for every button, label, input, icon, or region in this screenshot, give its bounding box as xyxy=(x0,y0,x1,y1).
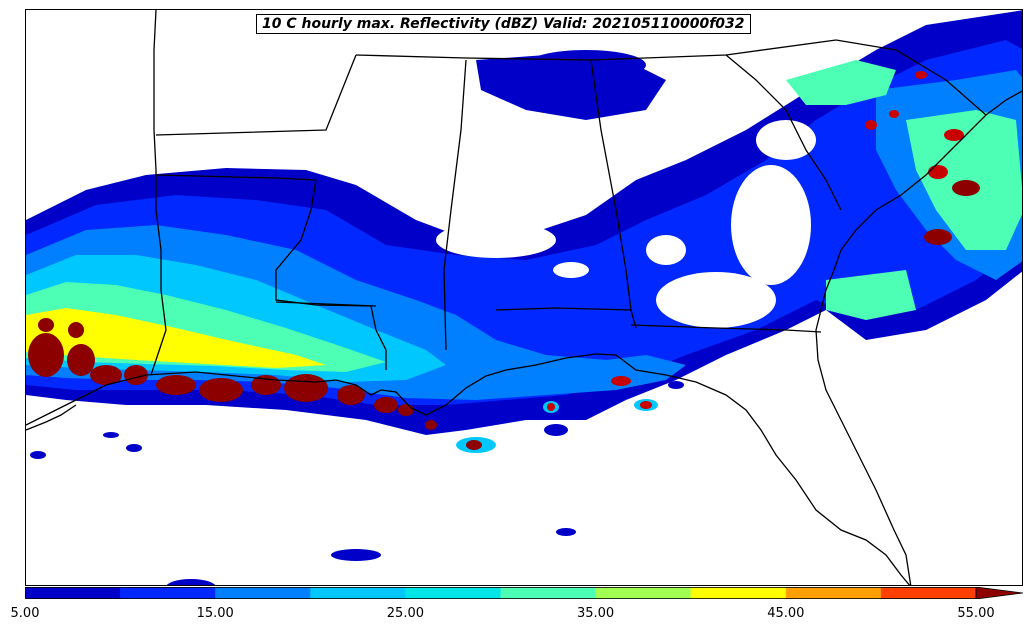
texas-louisiana-border xyxy=(150,10,167,376)
reflectivity-map xyxy=(26,10,1022,585)
nc-sc-border xyxy=(835,39,987,116)
georgia-florida-border xyxy=(630,324,822,333)
colorbar-tick-label: 25.00 xyxy=(386,606,424,621)
colorbar xyxy=(25,587,1023,599)
colorbar-bin xyxy=(405,587,501,599)
colorbar-outline xyxy=(25,587,977,599)
colorbar-bin xyxy=(310,587,406,599)
arkansas-north xyxy=(155,54,357,136)
tennessee-border xyxy=(355,39,837,61)
atlantic-coastline xyxy=(815,90,1022,585)
texas-coast xyxy=(26,404,77,431)
colorbar-bin xyxy=(690,587,787,599)
louisiana-mississippi-border xyxy=(275,301,377,307)
scattered-echoes xyxy=(30,50,684,585)
colorbar-tick-label: 45.00 xyxy=(767,606,805,621)
colorbar-bin xyxy=(785,587,882,599)
alabama-florida-border xyxy=(495,307,632,311)
alabama-georgia-border xyxy=(590,59,637,329)
colorbar-tick-label: 5.00 xyxy=(10,606,40,621)
boundaries xyxy=(26,10,1022,585)
colorbar-extend-arrow xyxy=(975,587,1023,599)
colorbar-bin xyxy=(880,587,977,599)
precip-band-yellow xyxy=(26,308,326,368)
gulf-coastline xyxy=(26,353,911,585)
arkansas-louisiana-border xyxy=(155,174,317,181)
clear-areas xyxy=(436,120,816,328)
colorbar-tick-label: 55.00 xyxy=(957,606,995,621)
georgia-sc-border xyxy=(725,54,842,211)
reflectivity-field xyxy=(26,10,1022,585)
colorbar-tick-label: 15.00 xyxy=(196,606,234,621)
convective-cells xyxy=(28,318,437,430)
map-panel xyxy=(25,9,1023,586)
east-cells xyxy=(786,60,1022,320)
colorbar-bin xyxy=(595,587,692,599)
colorbar-bin xyxy=(25,587,121,599)
colorbar-tick-label: 35.00 xyxy=(576,606,615,621)
gulf-cells xyxy=(456,376,658,453)
map-title: 10 C hourly max. Reflectivity (dBZ) Vali… xyxy=(256,14,751,34)
mississippi-alabama-border xyxy=(443,59,467,351)
colorbar-bin xyxy=(215,587,311,599)
colorbar-bin xyxy=(500,587,597,599)
colorbar-bin xyxy=(120,587,216,599)
